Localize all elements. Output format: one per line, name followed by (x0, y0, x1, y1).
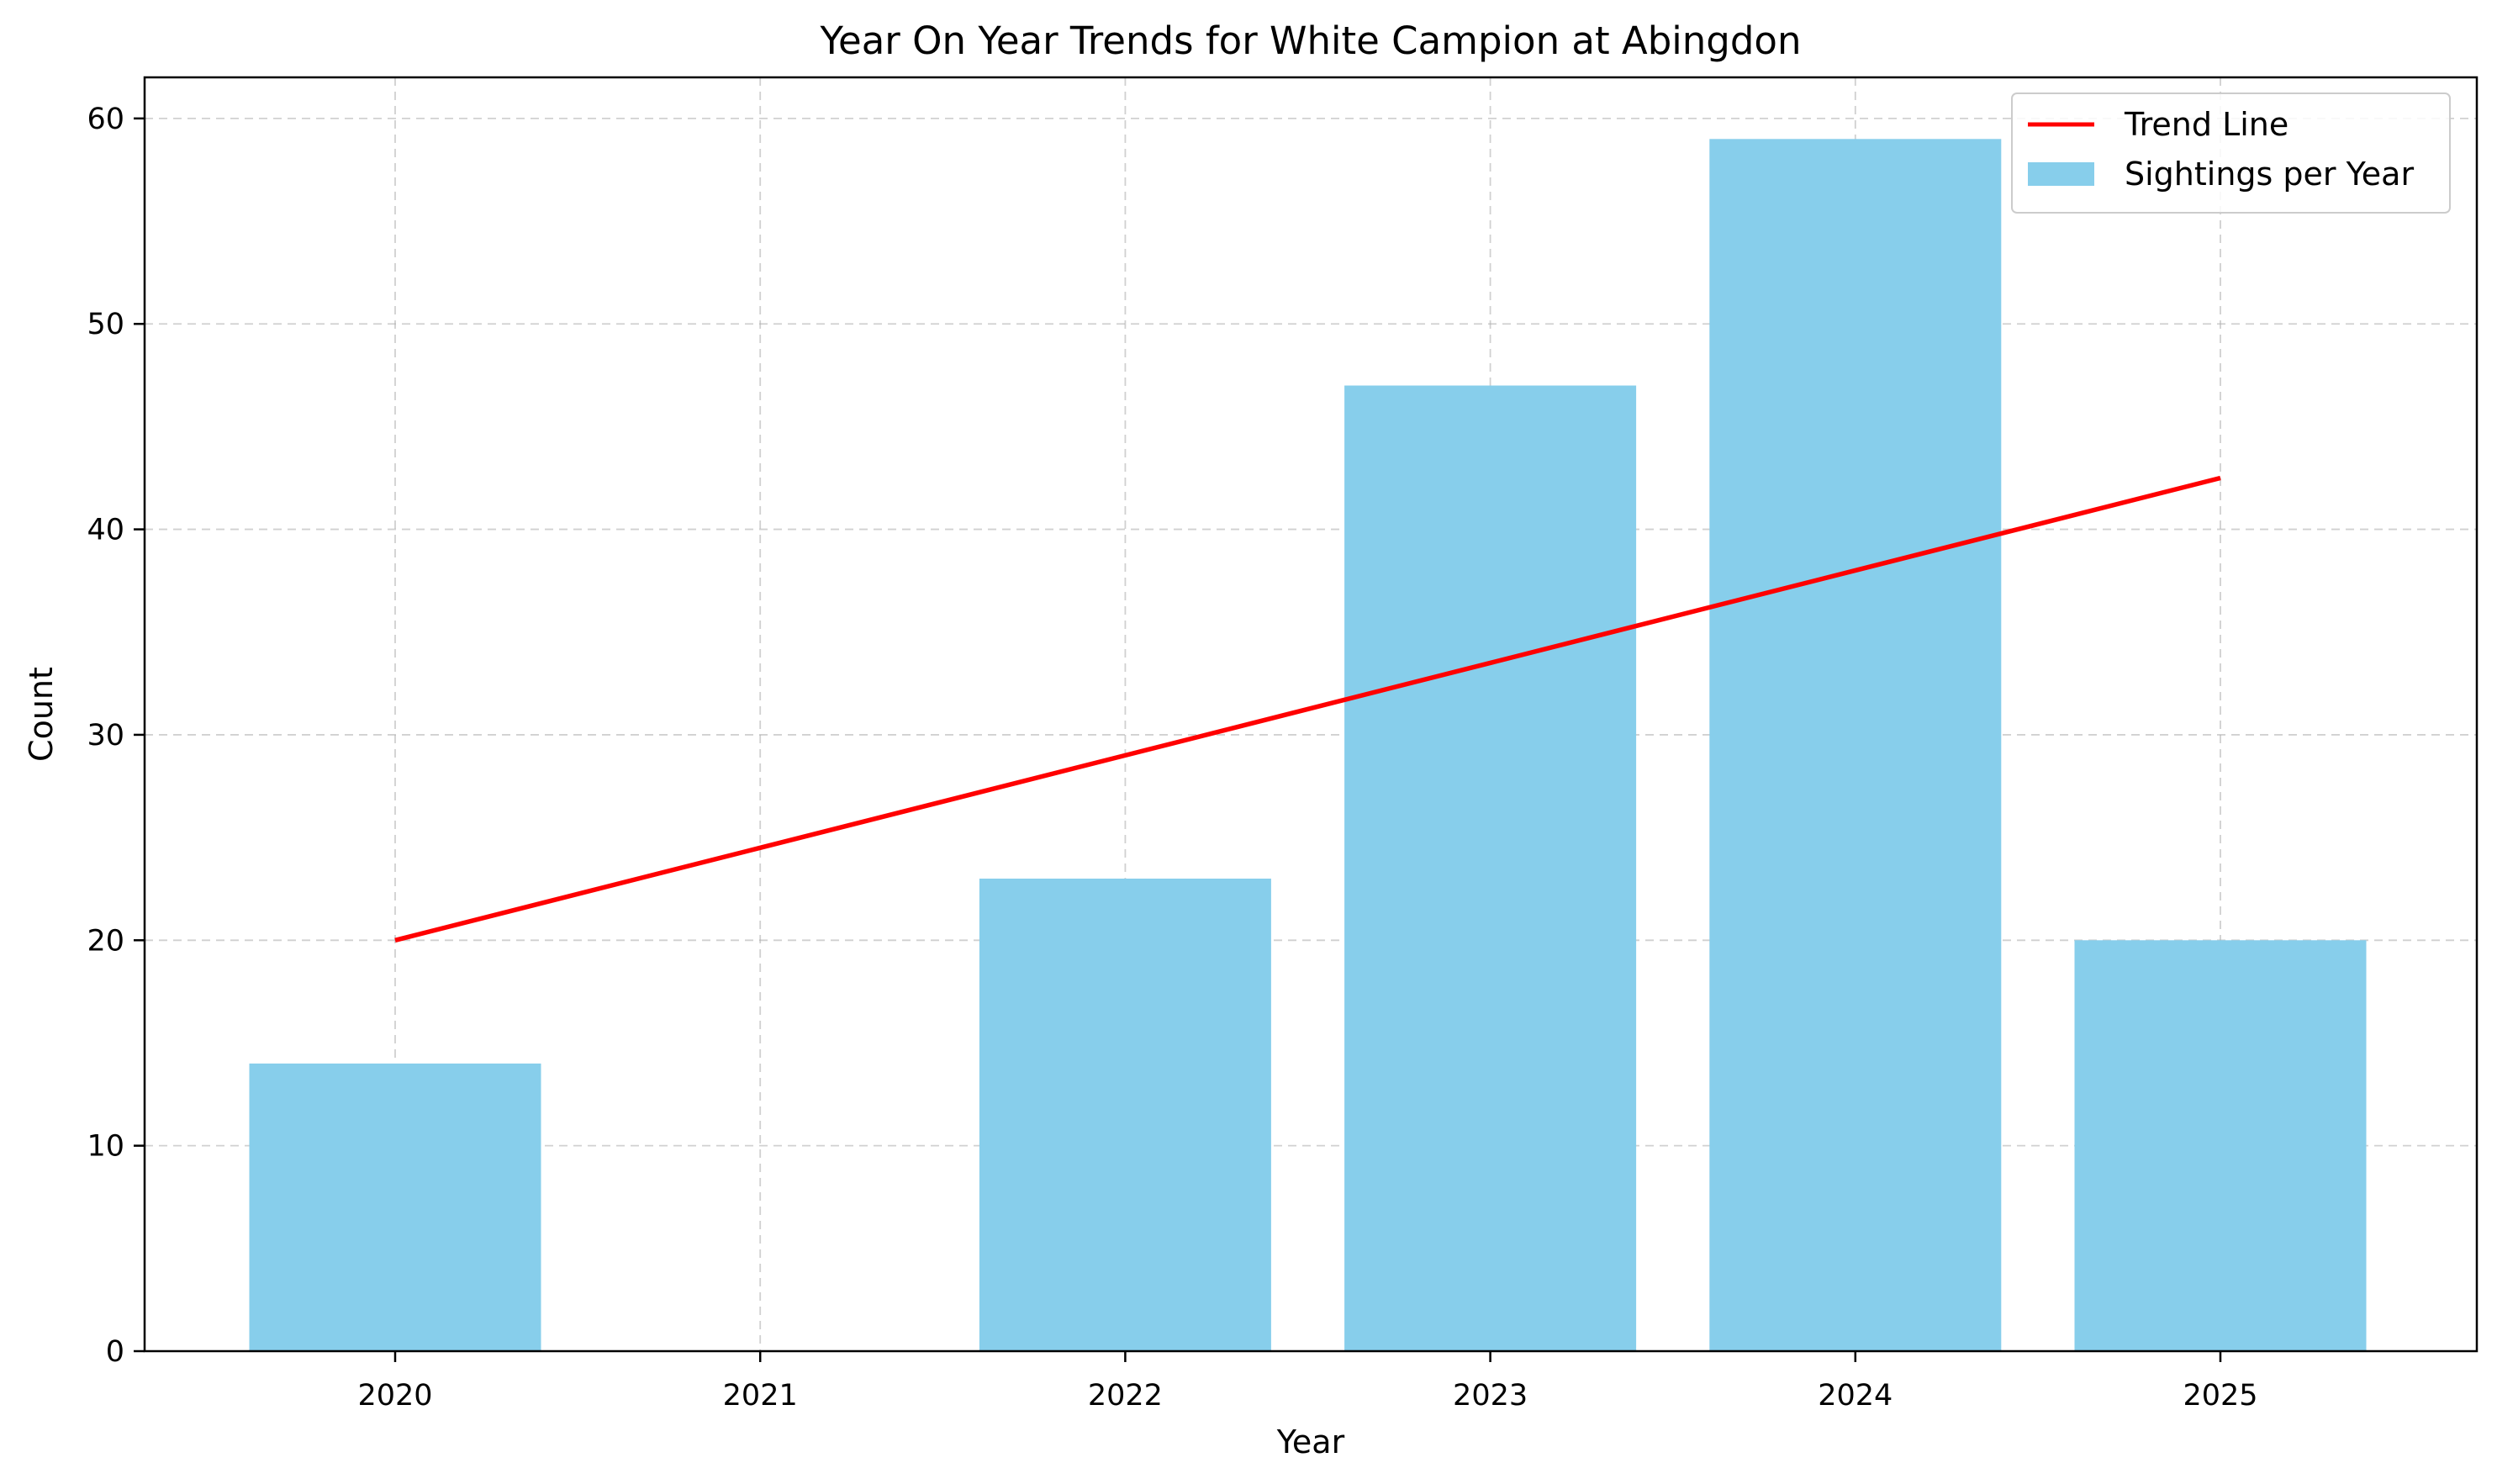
y-tick-label: 30 (87, 719, 124, 753)
x-tick-label: 2025 (2183, 1379, 2257, 1413)
y-tick-label: 60 (87, 103, 124, 136)
y-tick-label: 40 (87, 514, 124, 547)
trend-line (394, 475, 2221, 943)
x-axis-label: Year (1276, 1423, 1345, 1460)
legend-label-sightings: Sightings per Year (2125, 156, 2414, 193)
trend-line-layer (394, 475, 2221, 943)
x-tick-label: 2023 (1453, 1379, 1528, 1413)
x-tick-label: 2022 (1088, 1379, 1163, 1413)
bar-2020 (249, 1063, 541, 1351)
legend-box (2011, 92, 2451, 214)
x-tick-label: 2021 (723, 1379, 798, 1413)
chart-title: Year On Year Trends for White Campion at… (820, 18, 1802, 63)
legend: Trend Line Sightings per Year (2011, 92, 2451, 214)
ticks-layer: 0 10 20 30 40 50 60 2020 2021 2022 2023 2024 2025 (87, 103, 2257, 1413)
bar-2024 (1709, 139, 2002, 1352)
y-tick-label: 20 (87, 924, 124, 958)
y-axis-label: Count (23, 667, 60, 762)
y-tick-label: 0 (106, 1335, 124, 1369)
legend-label-trend-line: Trend Line (2124, 106, 2288, 143)
bars-layer (249, 139, 2367, 1352)
x-tick-label: 2024 (1818, 1379, 1893, 1413)
bar-2022 (979, 878, 1271, 1351)
y-tick-label: 50 (87, 308, 124, 341)
legend-swatch-sightings (2028, 162, 2094, 186)
y-tick-label: 10 (87, 1130, 124, 1164)
bar-2025 (2074, 940, 2367, 1351)
plot-frame (143, 76, 2479, 1353)
x-tick-label: 2020 (357, 1379, 432, 1413)
bar-2023 (1344, 385, 1637, 1352)
